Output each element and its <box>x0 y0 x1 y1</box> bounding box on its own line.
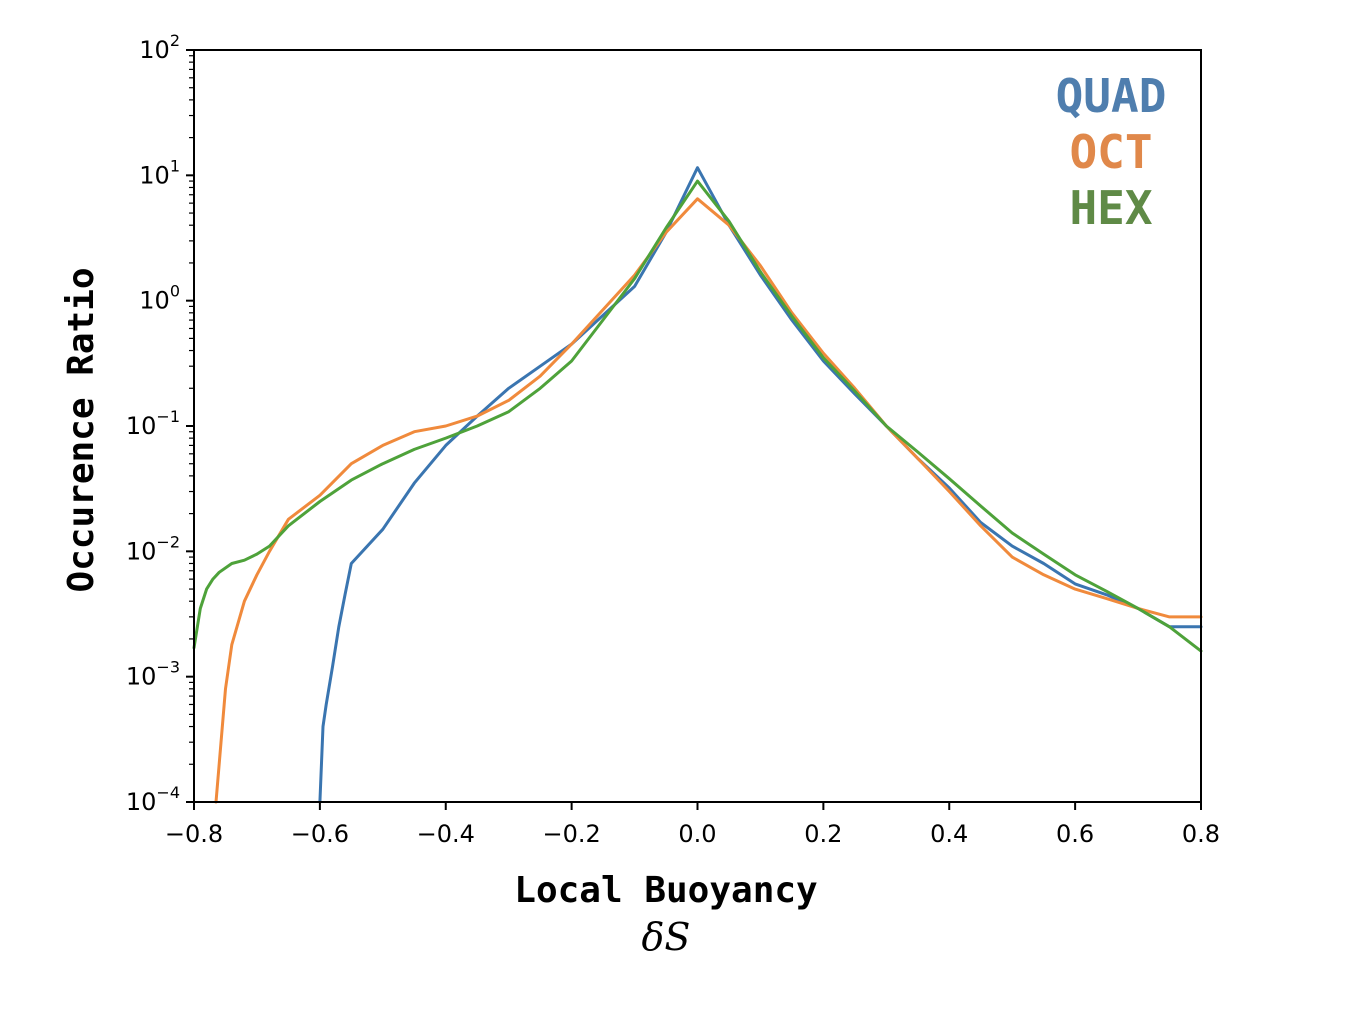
series-line-hex <box>192 179 1203 653</box>
series-line-oct <box>214 197 1203 804</box>
x-tick-label: 0.8 <box>1182 820 1220 848</box>
legend-entry-quad: QUAD <box>1056 69 1167 123</box>
x-tick-label: −0.6 <box>291 820 349 848</box>
series-layer <box>192 166 1203 804</box>
y-tick-label: 10−2 <box>126 532 180 565</box>
x-axis: −0.8 −0.6 −0.4 −0.2 0.0 0.2 0.4 0.6 0.8 <box>165 802 1220 848</box>
x-tick-label: 0.4 <box>930 820 968 848</box>
y-tick-label: 102 <box>139 31 180 64</box>
y-tick-label: 10−4 <box>126 783 180 816</box>
x-tick-label: −0.4 <box>417 820 475 848</box>
y-tick-label: 100 <box>139 282 180 315</box>
x-axis-title: Local Buoyancy <box>514 870 817 911</box>
y-axis-title: Occurence Ratio <box>61 267 102 592</box>
x-tick-label: 0.2 <box>804 820 842 848</box>
x-tick-label: −0.2 <box>542 820 600 848</box>
x-axis-symbol: δS <box>642 915 691 959</box>
series-line-quad <box>318 166 1203 804</box>
y-axis: 102 101 100 10−1 10−2 10−3 10−4 <box>126 31 194 816</box>
y-tick-label: 10−1 <box>126 407 180 440</box>
plot-frame <box>193 49 1202 803</box>
y-tick-label: 10−3 <box>126 658 180 691</box>
y-tick-label: 101 <box>139 156 180 189</box>
x-tick-label: 0.0 <box>678 820 716 848</box>
legend-entry-oct: OCT <box>1069 125 1152 179</box>
legend-entry-hex: HEX <box>1069 181 1152 235</box>
x-tick-label: −0.8 <box>165 820 223 848</box>
x-tick-label: 0.6 <box>1056 820 1094 848</box>
